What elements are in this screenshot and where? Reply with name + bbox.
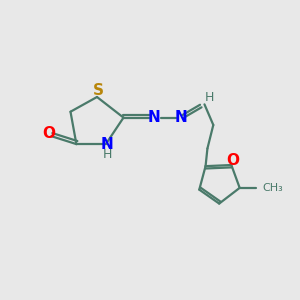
Text: H: H — [205, 92, 214, 104]
Text: S: S — [93, 83, 104, 98]
Text: N: N — [101, 136, 114, 152]
Text: O: O — [226, 153, 239, 168]
Text: O: O — [42, 126, 55, 141]
Text: N: N — [175, 110, 187, 125]
Text: N: N — [148, 110, 161, 125]
Text: H: H — [103, 148, 112, 161]
Text: CH₃: CH₃ — [262, 183, 283, 193]
